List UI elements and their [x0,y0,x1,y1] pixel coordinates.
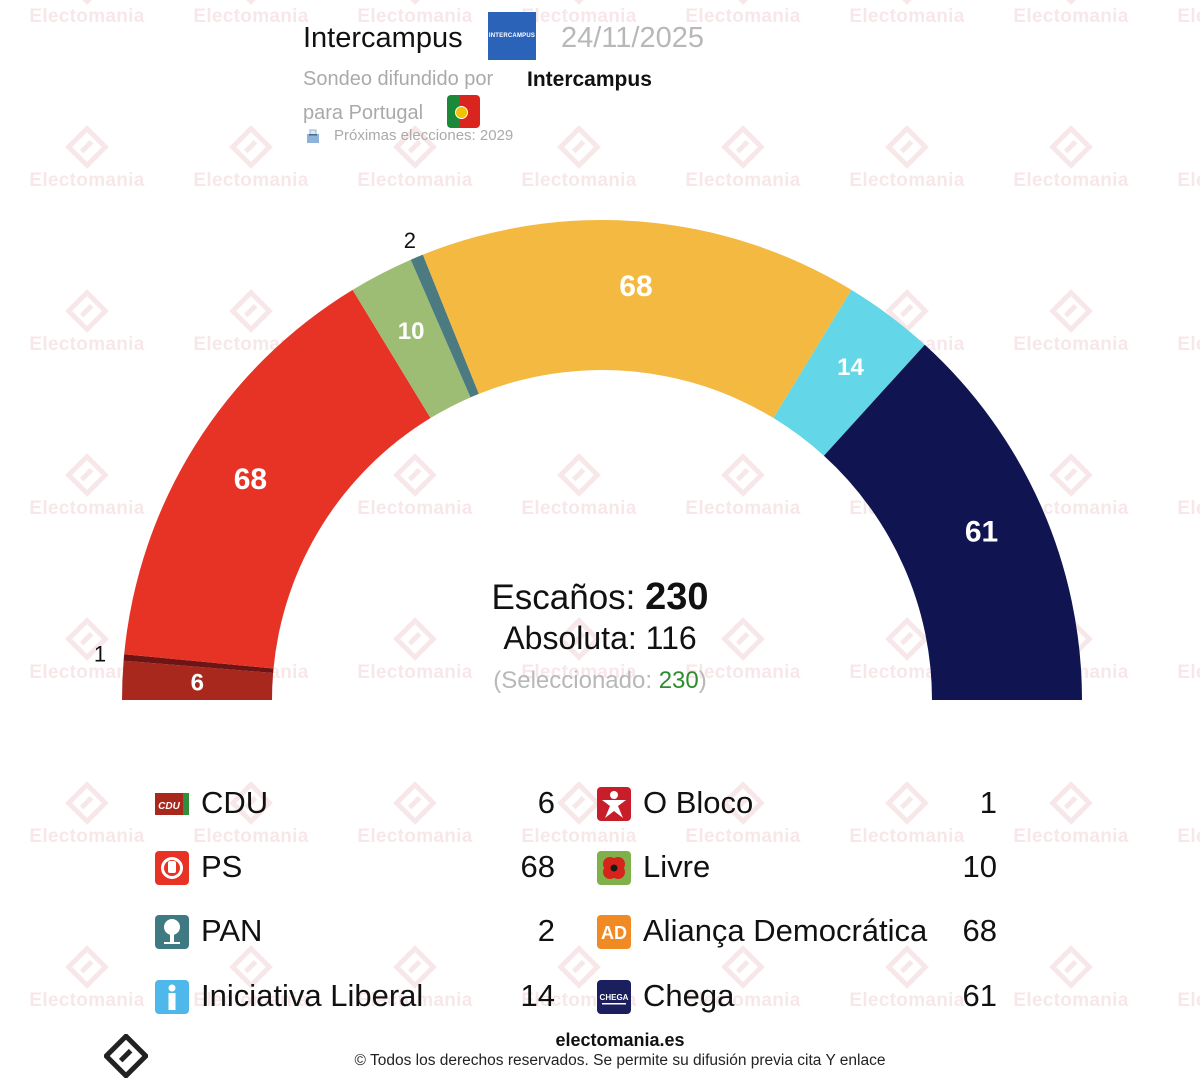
subtitle-prefix: Sondeo difundido por [303,68,494,90]
ballot-box-icon [307,129,319,143]
pollster-logo: INTERCAMPUS [488,12,536,60]
legend-item: Livre 10 [597,847,997,887]
seat-segment-cdu [122,660,274,700]
selected-suffix: ) [698,667,707,694]
majority-label: Absoluta: [503,620,637,656]
pan-tree-icon [155,915,189,949]
chega-logo-icon: CHEGA [597,980,631,1014]
selected-prefix: (Seleccionado: [493,667,659,694]
seat-segment-pan [410,254,479,398]
legend-party-name: Chega [643,978,735,1013]
legend-party-seats: 2 [537,913,555,948]
legend-party-seats: 14 [520,978,555,1013]
legend-item: AD Aliança Democrática 68 [597,911,997,951]
footer-site: electomania.es [555,1030,685,1050]
selected-summary: (Seleccionado: 230) [400,667,800,695]
bloco-star-icon [597,787,631,821]
next-elections: Próximas elecciones: 2029 [334,127,514,144]
seat-label: 61 [965,516,998,549]
legend-item: CDU CDU 6 [155,783,555,823]
seat-segment-iniciativa-liberal [773,289,925,456]
header-source: Intercampus [303,22,463,54]
svg-text:CHEGA: CHEGA [600,993,629,1002]
subtitle-pollster: Intercampus [527,68,652,91]
poll-date: 24/11/2025 [561,22,704,54]
legend-party-name: Livre [643,849,711,884]
legend-party-name: Iniciativa Liberal [201,978,424,1013]
seat-label: 2 [404,228,416,253]
subtitle-country: para Portugal [303,102,424,124]
seat-label: 68 [619,270,652,303]
legend-item: Iniciativa Liberal 14 [155,976,555,1016]
selected-value: 230 [658,667,699,694]
il-info-icon [155,980,189,1014]
legend-item: O Bloco 1 [597,783,997,823]
seat-segment-livre [352,259,471,419]
pollster-logo-text: INTERCAMPUS [488,33,536,39]
seats-summary: Escaños: 230 [400,576,800,619]
livre-poppy-icon [597,851,631,885]
seat-label: 14 [837,354,864,381]
legend-party-seats: 10 [962,849,997,884]
svg-text:AD: AD [601,923,627,943]
svg-text:CDU: CDU [158,801,180,812]
cdu-logo-icon: CDU [155,787,189,821]
legend-party-seats: 61 [962,978,997,1013]
legend-party-name: PS [201,849,243,884]
seat-label: 68 [234,463,267,496]
footer-rights: © Todos los derechos reservados. Se perm… [354,1052,886,1069]
legend-party-name: CDU [201,785,269,820]
seats-label: Escaños: [491,578,636,617]
legend-item: CHEGA Chega 61 [597,976,997,1016]
ad-logo-icon: AD [597,915,631,949]
legend-party-name: Aliança Democrática [643,913,928,948]
legend-item: PAN 2 [155,911,555,951]
seat-segment-ps [124,289,431,669]
legend-party-seats: 68 [962,913,997,948]
legend-party-name: O Bloco [643,785,754,820]
seat-segment-chega [823,344,1082,700]
seats-total: 230 [645,576,709,618]
majority-value: 116 [645,620,697,656]
seat-label: 1 [94,642,106,667]
legend-party-seats: 1 [979,785,997,820]
legend-party-name: PAN [201,913,263,948]
majority-summary: Absoluta: 116 [400,620,800,657]
portugal-flag-icon [447,95,480,128]
seat-label: 10 [398,318,425,345]
seat-label: 6 [191,670,204,697]
legend-party-seats: 68 [520,849,555,884]
seat-segment-alian-a-democr-tica [422,219,852,419]
legend-party-seats: 6 [537,785,555,820]
seat-segment-o-bloco [123,654,274,673]
legend-item: PS 68 [155,847,555,887]
electomania-logo-icon [104,1034,148,1078]
ps-fist-rose-icon [155,851,189,885]
